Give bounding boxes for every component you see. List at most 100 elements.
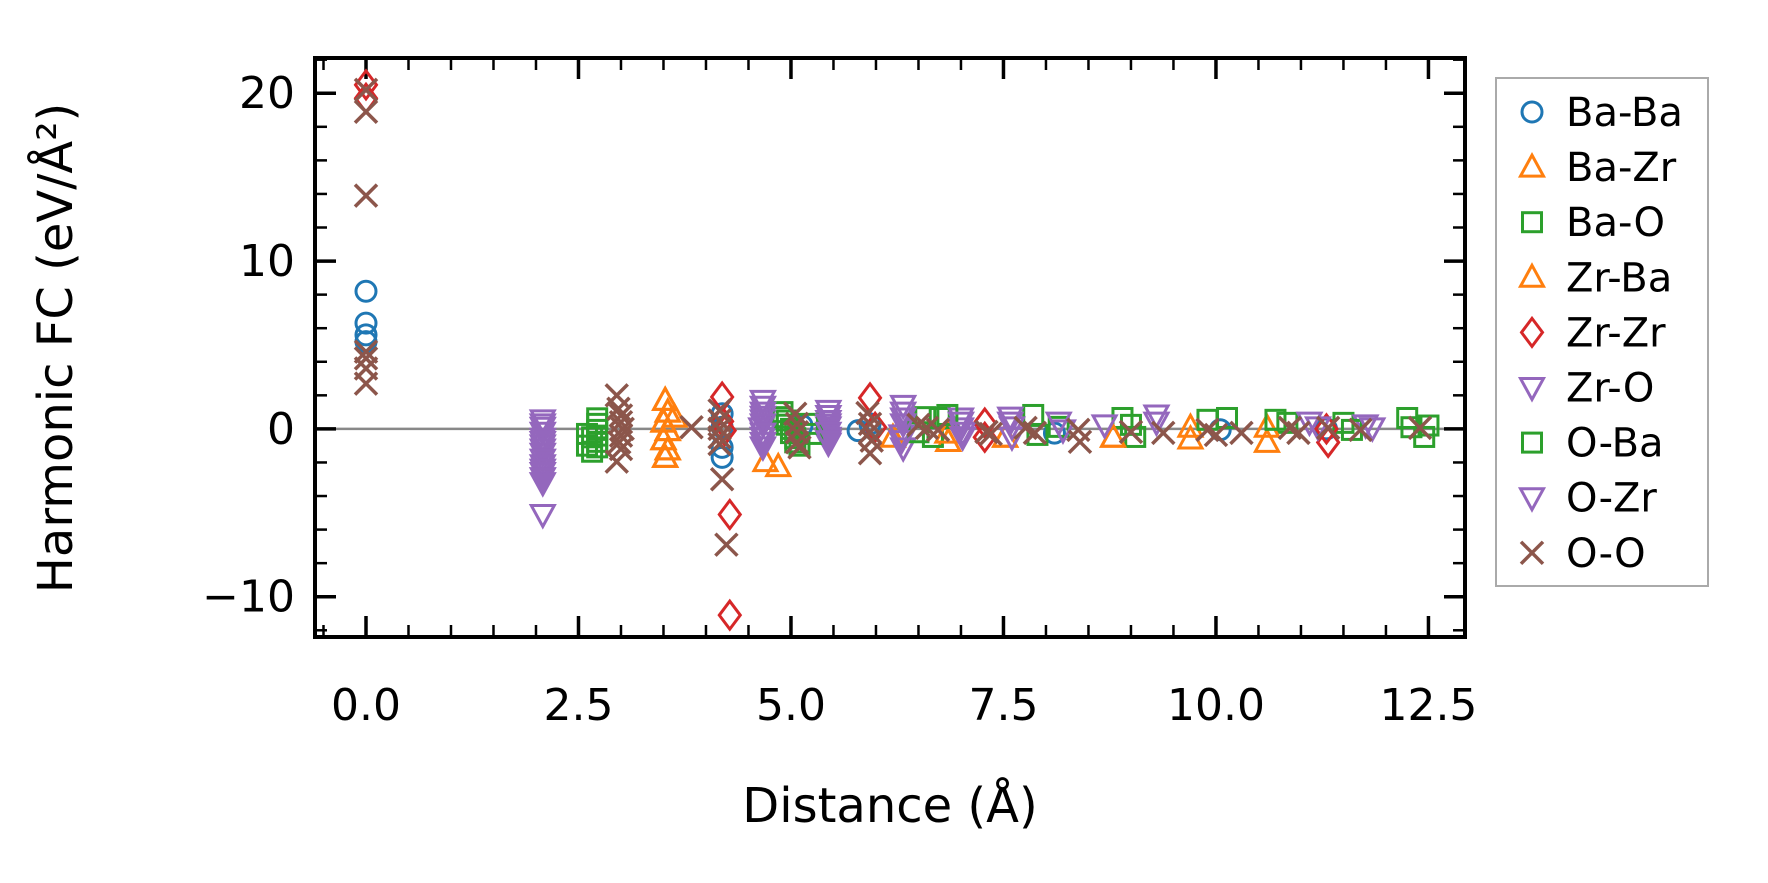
x-tick-label: 2.5 [543, 680, 613, 731]
data-point [1176, 423, 1205, 450]
series-o-o [353, 77, 1433, 557]
legend-item-zr-ba: Zr-Ba [1517, 255, 1672, 301]
data-point [1229, 420, 1254, 446]
data-point [748, 409, 777, 435]
data-point [978, 421, 1003, 447]
circle-icon [1520, 100, 1544, 124]
data-point [784, 430, 810, 455]
data-point [1264, 408, 1287, 431]
data-point [1348, 417, 1373, 443]
data-point [948, 426, 977, 453]
plot-frame [313, 56, 1467, 639]
data-point [1022, 420, 1048, 446]
data-point [1315, 425, 1341, 459]
data-point [787, 435, 812, 460]
triangle-up-icon [1517, 262, 1547, 288]
y-tick-label: 0 [267, 404, 295, 455]
data-point [1090, 414, 1119, 440]
data-point [353, 77, 379, 103]
data-point [1315, 415, 1341, 441]
x-tick-label: 0.0 [331, 680, 401, 731]
triangle-up-icon [1517, 151, 1547, 178]
series-ba-ba [354, 279, 1338, 469]
data-point [586, 424, 609, 447]
data-point [925, 417, 951, 443]
data-point [764, 451, 793, 478]
data-point [707, 431, 732, 457]
diamond-icon [1519, 315, 1545, 349]
data-point [878, 422, 908, 448]
data-point [651, 442, 680, 468]
y-tick-label: −10 [202, 572, 295, 623]
legend-label: Ba-Zr [1566, 145, 1677, 191]
y-tick-label: 20 [239, 68, 295, 119]
data-point [814, 421, 843, 448]
data-point [353, 99, 379, 124]
data-point [997, 426, 1027, 453]
data-point [714, 532, 739, 557]
data-point [353, 68, 379, 102]
x-tick-label: 7.5 [968, 680, 1038, 731]
data-point [1042, 421, 1066, 445]
data-point [1026, 423, 1049, 446]
y-tick-label: 10 [239, 236, 295, 287]
triangle-down-icon [1517, 487, 1547, 513]
legend-item-zr-zr: Zr-Zr [1519, 310, 1666, 356]
legend-item-ba-zr: Ba-Zr [1517, 145, 1677, 191]
x-icon [1519, 540, 1545, 566]
data-point [353, 346, 379, 371]
data-point [972, 406, 998, 440]
data-point [889, 394, 918, 421]
data-point [660, 402, 689, 428]
data-point [717, 497, 743, 531]
data-point [707, 425, 732, 450]
x-tick-label: 10.0 [1167, 680, 1265, 731]
data-point [651, 385, 680, 411]
data-point [1252, 427, 1281, 453]
data-point [948, 421, 977, 448]
data-point [1203, 422, 1229, 448]
series-ba-o [575, 401, 1436, 463]
axis-ticks [315, 58, 1465, 637]
data-point [906, 412, 931, 438]
data-point [814, 430, 843, 456]
data-point [354, 279, 378, 303]
data-point [354, 311, 378, 335]
data-point [889, 407, 918, 434]
data-point [1286, 420, 1311, 446]
data-point [857, 420, 883, 445]
data-point [709, 467, 735, 492]
legend-item-ba-ba: Ba-Ba [1520, 90, 1683, 136]
legend-label: Ba-Ba [1566, 90, 1683, 136]
data-point [1295, 411, 1324, 438]
data-point [1358, 417, 1387, 444]
legend-item-o-o: O-O [1519, 531, 1646, 577]
data-point [748, 405, 777, 432]
data-point [1351, 414, 1380, 440]
data-point [528, 458, 557, 485]
x-axis-label: Distance (Å) [742, 777, 1037, 834]
data-point [1118, 419, 1144, 445]
data-point [586, 412, 609, 435]
data-point [353, 183, 379, 208]
data-point [707, 398, 732, 423]
data-point [679, 414, 704, 440]
data-point [528, 409, 557, 435]
legend: Ba-Ba Ba-Zr Ba-O Zr-Ba Zr-Zr Zr-O O-Ba O-Zr O-O [1495, 77, 1709, 587]
x-tick-label: 12.5 [1379, 680, 1477, 731]
legend-label: Zr-O [1566, 366, 1654, 412]
legend-item-o-ba: O-Ba [1521, 421, 1664, 467]
data-point [887, 424, 916, 451]
series-zr-zr [353, 68, 1341, 632]
data-point [586, 436, 609, 459]
legend-label: Zr-Ba [1566, 255, 1672, 301]
data-point [1142, 411, 1171, 438]
data-point [1099, 422, 1128, 448]
series-o-zr [528, 395, 1387, 493]
legend-item-o-zr: O-Zr [1517, 476, 1657, 522]
legend-label: O-O [1566, 531, 1646, 577]
data-point [889, 413, 918, 439]
data-point [748, 431, 777, 458]
data-point [887, 430, 916, 456]
